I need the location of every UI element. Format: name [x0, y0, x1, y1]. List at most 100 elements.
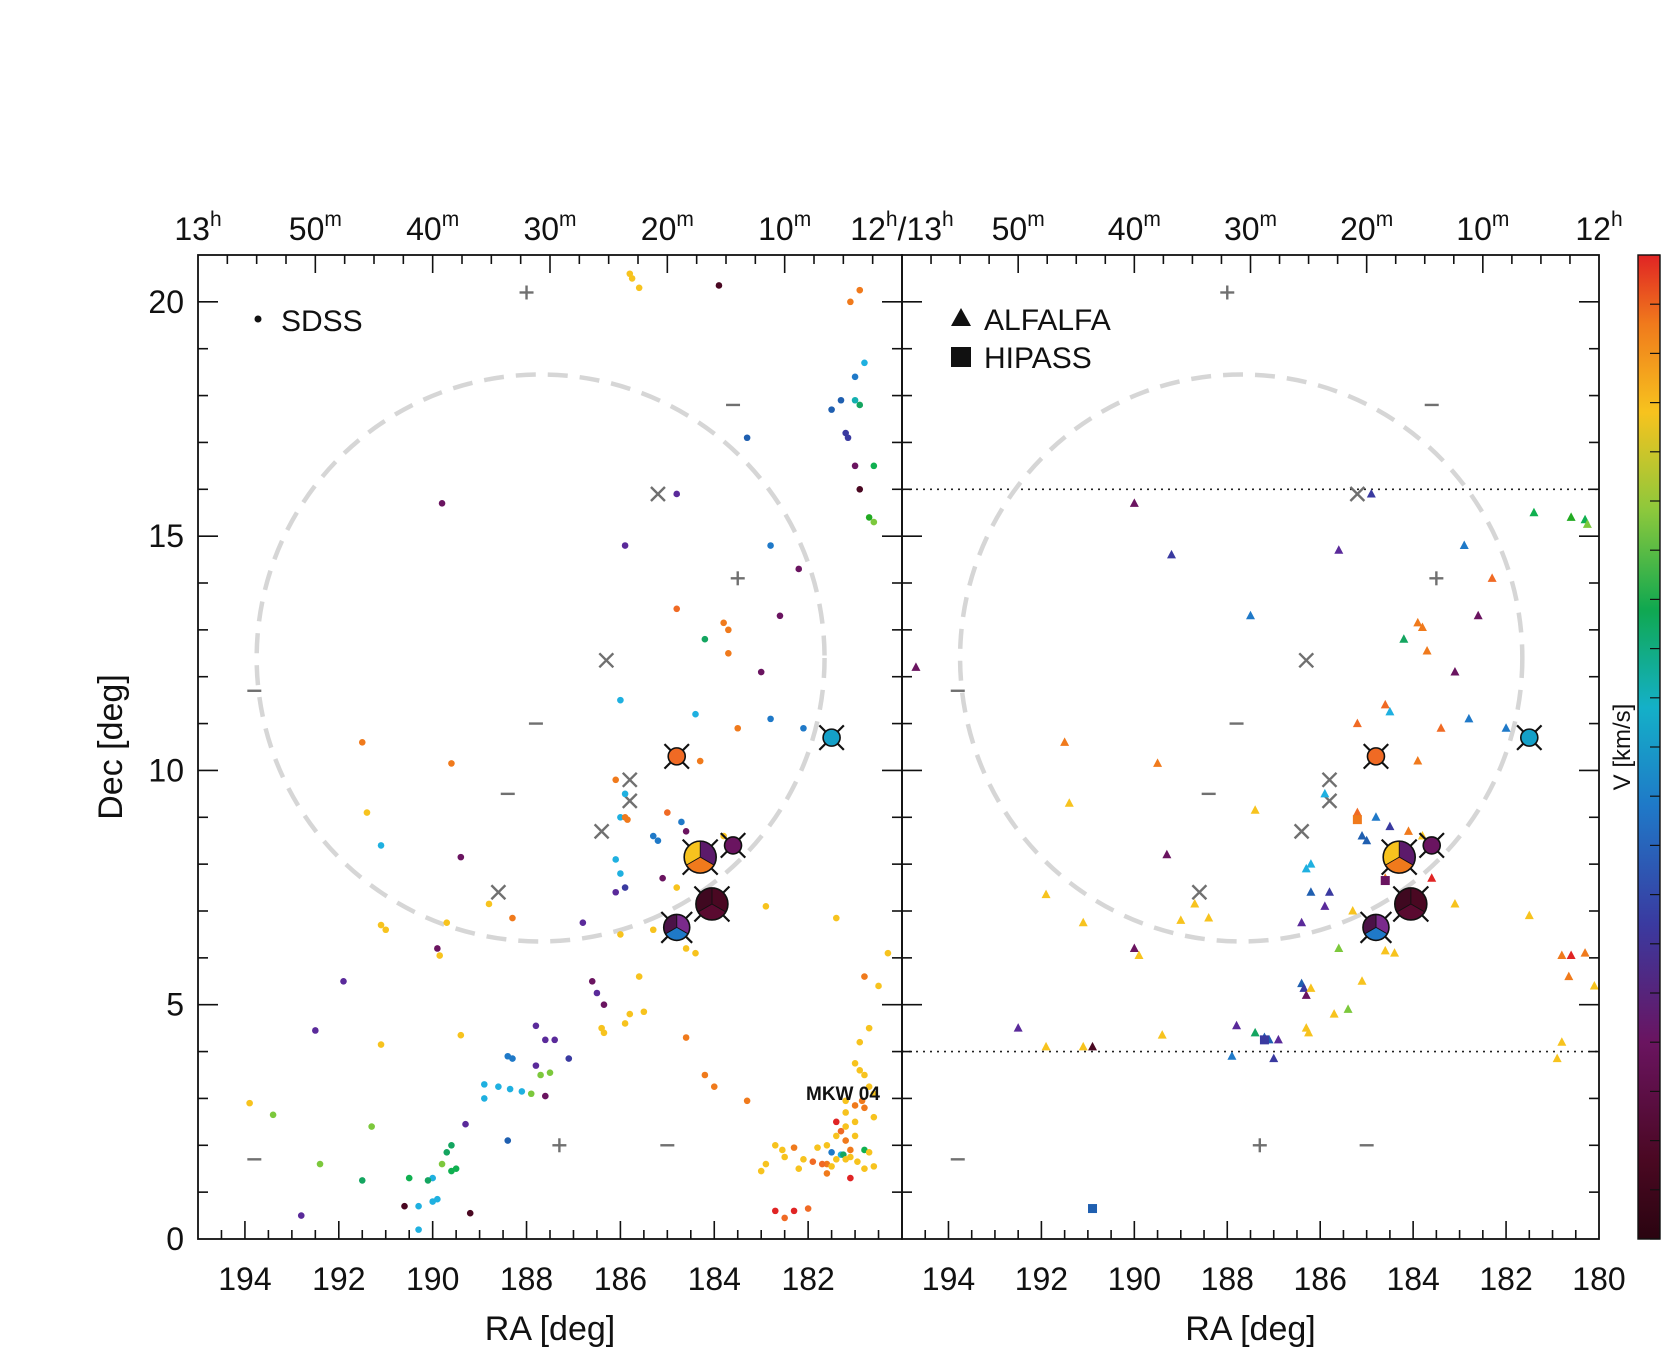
legend-hipass-marker [951, 347, 971, 367]
alfalfa-point [1041, 889, 1051, 899]
group-marker-outline [1382, 840, 1416, 874]
top-axis-label: 40m [1108, 208, 1161, 247]
sdss-point [696, 757, 704, 765]
sdss-point [673, 605, 681, 613]
left-panel-plot-area [246, 270, 892, 1233]
sdss-point [837, 1127, 845, 1135]
sdss-point [382, 926, 390, 934]
sdss-point [649, 926, 657, 934]
legend-hipass-label: HIPASS [984, 342, 1092, 375]
sdss-point [856, 286, 864, 294]
alfalfa-point [1487, 573, 1497, 582]
sdss-point [861, 1165, 868, 1173]
top-axis-label: 40m [406, 208, 459, 247]
sdss-point [621, 542, 629, 549]
alfalfa-point [1582, 519, 1592, 528]
group-marker-fill [723, 836, 743, 855]
top-axis-label: 13h [174, 208, 221, 247]
group-marker-fill [1366, 747, 1386, 766]
sdss-point [851, 1102, 859, 1109]
sdss-point [480, 1081, 488, 1088]
sdss-point [870, 462, 878, 470]
top-axis-label: 10m [758, 208, 811, 247]
alfalfa-point [1320, 901, 1330, 910]
sdss-point [720, 619, 727, 627]
x-tick-label: 194 [218, 1261, 271, 1297]
x-axis-title-right: RA [deg] [1185, 1310, 1315, 1348]
sdss-point [542, 1036, 549, 1044]
x-tick-label: 180 [1572, 1261, 1625, 1297]
sdss-point [628, 275, 636, 282]
alfalfa-point [1320, 788, 1330, 798]
sdss-point [870, 1090, 878, 1098]
sdss-point [865, 1149, 873, 1156]
group-marker-outline [1394, 887, 1428, 921]
sdss-point [462, 1120, 469, 1128]
alfalfa-point [1362, 835, 1372, 845]
alfalfa-point [1153, 758, 1163, 767]
sdss-point [771, 1141, 779, 1149]
alfalfa-point [1399, 634, 1409, 643]
sdss-point [790, 1144, 798, 1151]
group-marker [663, 743, 690, 770]
gray-cross-marker [650, 486, 666, 502]
sdss-point [659, 874, 666, 882]
alfalfa-point [1064, 798, 1074, 807]
sdss-point [682, 945, 690, 952]
alfalfa-point [1357, 831, 1367, 840]
legend-alfalfa-label: ALFALFA [984, 304, 1111, 337]
x-tick-label: 190 [1108, 1261, 1161, 1297]
sdss-point [762, 903, 770, 910]
sdss-point [424, 1177, 432, 1184]
sdss-point [851, 396, 859, 404]
alfalfa-point [1385, 706, 1395, 716]
alfalfa-point [1204, 913, 1214, 922]
sdss-point [682, 828, 690, 835]
sdss-point [851, 462, 859, 470]
sdss-point [856, 1067, 864, 1074]
gray-plus-marker [552, 1138, 567, 1153]
sdss-point [795, 1165, 803, 1173]
alfalfa-point [1078, 1041, 1088, 1051]
sdss-point [340, 977, 347, 985]
x-tick-label: 192 [1015, 1261, 1068, 1297]
sdss-point [436, 952, 444, 959]
alfalfa-point [1301, 990, 1311, 999]
alfalfa-point [1324, 887, 1334, 896]
sdss-point [654, 837, 662, 845]
gray-cross-marker [621, 771, 638, 788]
sdss-point [509, 914, 516, 922]
sdss-point [851, 1132, 859, 1140]
sdss-point [790, 1207, 798, 1215]
alfalfa-point [1413, 617, 1423, 627]
sdss-point [743, 1097, 751, 1105]
group-marker-outline [683, 840, 717, 874]
sdss-point [818, 1160, 826, 1168]
sdss-point [847, 298, 854, 306]
sdss-point [621, 884, 629, 891]
y-tick-label: 0 [166, 1221, 184, 1257]
hipass-point [1380, 876, 1390, 886]
alfalfa-point [1403, 826, 1413, 835]
sdss-point [851, 1059, 859, 1067]
alfalfa-point [1299, 983, 1309, 992]
sdss-point [415, 1226, 422, 1233]
sdss-point [438, 1160, 446, 1168]
group-marker [681, 838, 719, 876]
sdss-point [743, 434, 751, 442]
sdss-point [551, 1036, 558, 1044]
sdss-point [434, 1195, 441, 1203]
top-axis-label: 20m [641, 208, 694, 247]
sdss-point [875, 982, 882, 990]
alfalfa-point [1380, 699, 1390, 709]
alfalfa-point [1436, 723, 1446, 732]
sdss-point [518, 1088, 526, 1095]
sdss-point [635, 973, 643, 980]
sdss-point [823, 1170, 831, 1177]
group-marker-fill [667, 747, 687, 766]
alfalfa-point [1060, 737, 1070, 746]
group-marker [1380, 838, 1418, 876]
sdss-point [612, 776, 620, 784]
alfalfa-point [1422, 645, 1432, 655]
alfalfa-point [1306, 887, 1316, 896]
